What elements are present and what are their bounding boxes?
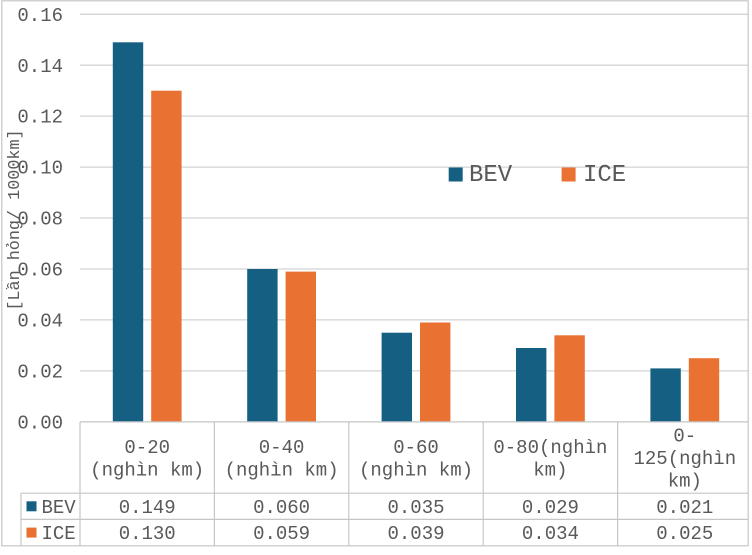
svg-text:ICE: ICE [583, 162, 626, 189]
svg-text:0-40: 0-40 [259, 437, 305, 459]
svg-text:0.034: 0.034 [522, 523, 579, 545]
svg-text:0.08: 0.08 [17, 209, 63, 231]
svg-text:0.02: 0.02 [17, 362, 63, 384]
svg-text:0.035: 0.035 [387, 497, 444, 519]
svg-text:0.039: 0.039 [387, 523, 444, 545]
svg-text:125(nghìn: 125(nghìn [633, 448, 736, 470]
svg-text:0.025: 0.025 [656, 523, 713, 545]
svg-text:(nghìn km): (nghìn km) [359, 459, 473, 481]
svg-text:ICE: ICE [42, 523, 76, 545]
svg-text:0.149: 0.149 [119, 497, 176, 519]
svg-text:0.060: 0.060 [253, 497, 310, 519]
svg-text:0-: 0- [673, 426, 696, 448]
svg-text:[Lần hỏng/ 1000km]: [Lần hỏng/ 1000km] [6, 129, 25, 310]
svg-text:0.021: 0.021 [656, 497, 713, 519]
svg-text:(nghìn km): (nghìn km) [90, 459, 204, 481]
svg-text:0.04: 0.04 [17, 311, 63, 333]
svg-text:km): km) [668, 471, 702, 493]
svg-text:km): km) [533, 459, 567, 481]
svg-text:BEV: BEV [469, 162, 513, 189]
svg-text:0.12: 0.12 [17, 107, 63, 129]
svg-text:0.130: 0.130 [119, 523, 176, 545]
svg-text:0.16: 0.16 [17, 5, 63, 27]
svg-text:0.059: 0.059 [253, 523, 310, 545]
svg-text:0.029: 0.029 [522, 497, 579, 519]
svg-text:0.06: 0.06 [17, 260, 63, 282]
svg-text:(nghìn km): (nghìn km) [225, 459, 339, 481]
svg-text:0.00: 0.00 [17, 413, 63, 435]
svg-text:0.14: 0.14 [17, 56, 63, 78]
svg-text:0.10: 0.10 [17, 158, 63, 180]
svg-text:0-20: 0-20 [124, 437, 170, 459]
svg-text:0-80(nghìn: 0-80(nghìn [493, 437, 607, 459]
svg-text:0-60: 0-60 [393, 437, 439, 459]
svg-text:BEV: BEV [42, 497, 77, 519]
